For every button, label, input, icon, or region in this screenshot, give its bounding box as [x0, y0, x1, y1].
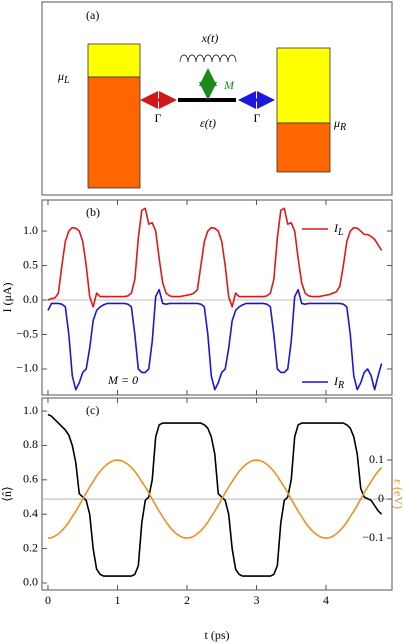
x-tick-label: 2 — [184, 593, 190, 607]
panel-label: (b) — [86, 205, 100, 219]
y-tick-label: −1.0 — [16, 361, 38, 375]
mu-subscript: L — [63, 75, 70, 86]
coupling-label: M — [223, 78, 235, 92]
plot-frame — [41, 397, 393, 591]
legend-label: IR — [333, 374, 344, 392]
y-tick-label: 1.0 — [23, 223, 38, 237]
oscillator-spring — [179, 54, 237, 63]
legend-name: I — [333, 221, 339, 235]
reservoir-empty — [87, 43, 141, 78]
mu-symbol: μ — [333, 116, 340, 130]
panel-a: (a) μL μR x(t) M ε(t) Γ Γ — [41, 1, 393, 196]
y-axis-label: I (μA) — [0, 282, 14, 312]
y-tick-label: 0.6 — [23, 472, 38, 486]
mu-left: μL — [57, 69, 70, 87]
annotation: M = 0 — [107, 373, 138, 387]
x-axis-label: t (ps) — [205, 628, 230, 642]
y-tick-label: 0.0 — [23, 575, 38, 589]
panel: 0 1 2 3 4 0.0 0.2 0.4 0.6 0.8 1.0 −0.1 0 0.1 (c) ⟨n̂⟩ ε … — [0, 397, 403, 642]
oscillator-label: x(t) — [201, 31, 219, 45]
panel-label: (a) — [86, 8, 99, 22]
y2-tick-label: 0 — [378, 491, 384, 505]
y-tick-label: 0.0 — [23, 292, 38, 306]
plot-frame — [41, 199, 393, 396]
mu-subscript: R — [339, 122, 346, 133]
x-tick-label: 1 — [114, 593, 120, 607]
series-line — [47, 207, 383, 308]
y-tick-label: 0.8 — [23, 437, 38, 451]
y-axis-label: ⟨n̂⟩ — [0, 486, 14, 501]
y-tick-label: 0.4 — [23, 506, 38, 520]
level-label: ε(t) — [200, 116, 216, 130]
panel-frame — [41, 1, 393, 196]
legend-name: I — [333, 374, 339, 388]
reservoir-filled — [276, 122, 331, 173]
y2-tick-label: −0.1 — [362, 530, 384, 544]
legend-label: IL — [333, 221, 344, 239]
series-line — [47, 413, 383, 577]
reservoir-empty — [276, 47, 331, 124]
panel-label: (c) — [86, 403, 99, 417]
y2-axis-label: ε (eV) — [391, 479, 403, 509]
y-tick-label: 0.5 — [23, 257, 38, 271]
y-tick-label: 0.2 — [23, 540, 38, 554]
x-tick-label: 0 — [45, 593, 51, 607]
y-tick-label: −0.5 — [16, 326, 38, 340]
series-line — [47, 288, 383, 391]
mu-symbol: μ — [57, 69, 64, 83]
legend-subscript: R — [337, 380, 344, 391]
x-tick-label: 3 — [253, 593, 259, 607]
y2-tick-label: 0.1 — [369, 452, 384, 466]
y-tick-label: 1.0 — [23, 403, 38, 417]
legend-subscript: L — [337, 227, 344, 238]
series-line — [47, 459, 383, 539]
x-tick-label: 4 — [323, 593, 329, 607]
reservoir-filled — [87, 76, 141, 189]
gamma-right: Γ — [254, 111, 261, 125]
mu-right: μR — [333, 116, 346, 134]
gamma-left: Γ — [155, 111, 162, 125]
